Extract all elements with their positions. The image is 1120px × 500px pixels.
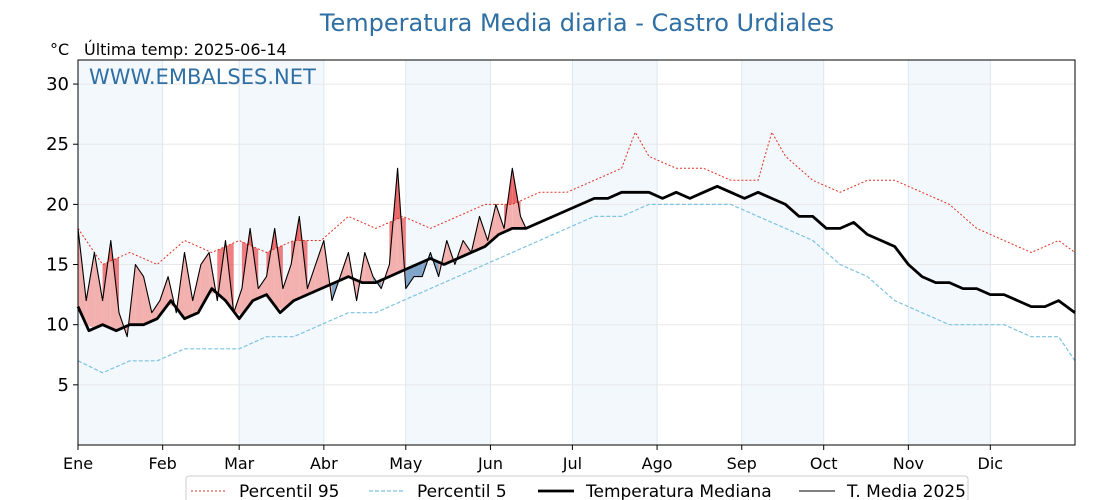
month-band-ene xyxy=(78,60,163,445)
warm-anomaly-fill xyxy=(94,252,103,329)
x-tick-label-dic: Dic xyxy=(978,454,1004,473)
y-tick-label: 25 xyxy=(46,134,69,155)
legend-label-4: T. Media 2025 xyxy=(846,482,966,500)
unit-label: °C xyxy=(50,40,69,59)
y-tick-label: 20 xyxy=(46,194,69,215)
warm-anomaly-fill xyxy=(315,240,324,291)
x-tick-label-abr: Abr xyxy=(310,454,338,473)
month-band-jul xyxy=(572,60,658,445)
x-tick-label-nov: Nov xyxy=(893,454,924,473)
x-tick-label-ago: Ago xyxy=(642,454,673,473)
month-bands xyxy=(78,60,991,445)
watermark: WWW.EMBALSES.NET xyxy=(89,65,316,89)
x-tick-label-jun: Jun xyxy=(477,454,503,473)
y-tick-label: 30 xyxy=(46,74,69,95)
warm-anomaly-fill xyxy=(274,228,283,311)
median-line xyxy=(76,184,1076,333)
y-axis: 5 10 15 20 25 30 xyxy=(46,74,78,396)
x-tick-label-feb: Feb xyxy=(149,454,177,473)
t-media-2025-line xyxy=(77,167,527,338)
warm-anomaly-fill xyxy=(135,264,144,325)
warm-anomaly-fill xyxy=(479,216,488,249)
warm-anomaly-fill xyxy=(192,264,201,316)
x-tick-label-ene: Ene xyxy=(63,454,93,473)
legend-label-2: Percentil 5 xyxy=(417,482,507,500)
warm-anomaly-fill xyxy=(102,240,111,329)
cold-anomaly-fill xyxy=(405,265,414,289)
warm-anomaly-fill xyxy=(143,276,152,325)
legend-label-3: Temperatura Mediana xyxy=(585,482,772,500)
legend-label-1: Percentil 95 xyxy=(239,482,339,500)
warm-anomaly-fill xyxy=(78,228,87,325)
grid-lines xyxy=(78,60,1075,445)
month-band-sep xyxy=(741,60,824,445)
y-tick-label: 5 xyxy=(58,375,69,396)
warm-anomaly-fill xyxy=(184,252,193,319)
plot-frame xyxy=(77,59,1076,446)
warm-anomaly-fill xyxy=(258,276,267,299)
x-tick-label-may: May xyxy=(389,454,422,473)
warm-anomaly-fill xyxy=(241,228,251,316)
x-tick-label-sep: Sep xyxy=(727,454,757,473)
p95-line xyxy=(77,131,1076,265)
warm-anomaly-fill xyxy=(200,252,210,308)
x-tick-label-jul: Jul xyxy=(562,454,582,473)
warm-anomaly-fill xyxy=(282,264,292,311)
last-temp-label: Última temp: 2025-06-14 xyxy=(84,40,287,59)
legend-box xyxy=(185,475,969,500)
series-lines xyxy=(76,131,1076,374)
p5-line xyxy=(77,203,1076,374)
warm-anomaly-fill xyxy=(86,252,95,329)
legend: Percentil 95 Percentil 5 Temperatura Media… xyxy=(185,475,969,500)
above-p95-fill xyxy=(512,168,521,217)
y-tick-label: 15 xyxy=(46,255,69,276)
x-tick-label-oct: Oct xyxy=(810,454,838,473)
month-band-nov xyxy=(908,60,991,445)
y-tick-label: 10 xyxy=(46,315,69,336)
warm-anomaly-fill xyxy=(495,204,505,237)
x-axis: Ene Feb Mar Abr May Jun Jul Ago Sep Oct Nov Dic xyxy=(63,445,1003,473)
chart-title: Temperatura Media diaria - Castro Urdial… xyxy=(319,9,834,37)
x-tick-label-mar: Mar xyxy=(224,454,255,473)
